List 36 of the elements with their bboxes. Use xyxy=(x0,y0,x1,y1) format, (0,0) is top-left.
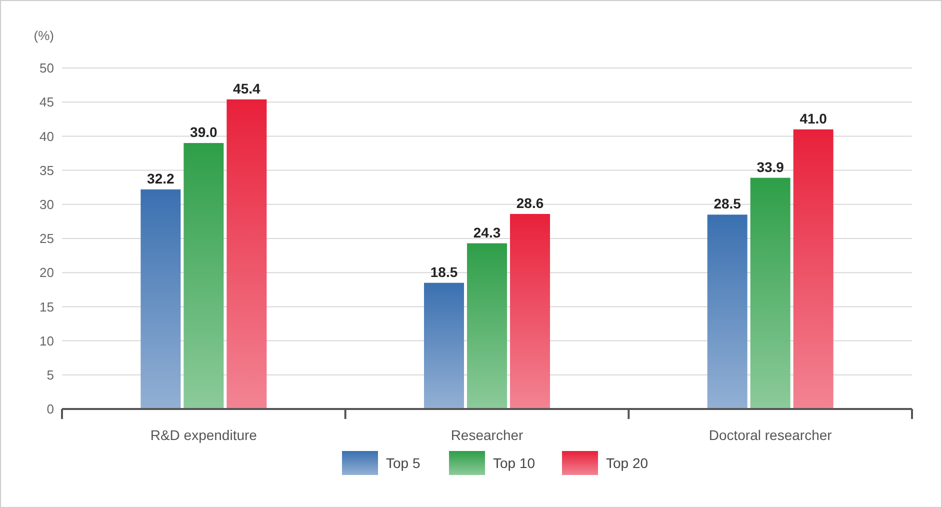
y-axis-title: (%) xyxy=(34,28,54,43)
y-tick-label: 50 xyxy=(40,60,54,76)
data-label: 32.2 xyxy=(147,170,175,186)
x-tick-label: R&D expenditure xyxy=(150,427,258,443)
bar xyxy=(510,214,550,409)
y-tick-label: 15 xyxy=(40,299,54,314)
legend-label: Top 5 xyxy=(386,454,420,471)
bar xyxy=(793,129,834,409)
x-tick-label: Doctoral researcher xyxy=(708,427,832,443)
bar xyxy=(140,189,181,409)
bar xyxy=(424,282,464,409)
y-tick-label: 30 xyxy=(40,196,54,212)
y-tick-label: 20 xyxy=(40,265,54,280)
data-label: 39.0 xyxy=(190,124,218,140)
y-tick-label: 10 xyxy=(40,333,54,348)
bar xyxy=(226,99,267,409)
data-label: 24.3 xyxy=(473,224,501,240)
y-tick-label: 5 xyxy=(46,367,54,382)
bar xyxy=(707,214,748,409)
y-tick-label: 25 xyxy=(40,231,54,246)
data-label: 28.6 xyxy=(516,194,544,211)
data-label: 45.4 xyxy=(233,80,261,96)
bar xyxy=(750,178,790,409)
data-label: 33.9 xyxy=(756,158,784,175)
data-label: 28.5 xyxy=(714,196,742,212)
y-tick-label: 40 xyxy=(40,128,54,144)
y-tick-label: 45 xyxy=(40,94,54,110)
x-tick-label: Researcher xyxy=(450,427,524,443)
y-tick-label: 0 xyxy=(46,402,54,417)
y-tick-label: 35 xyxy=(40,162,54,178)
legend-label: Top 20 xyxy=(606,454,648,471)
legend-label: Top 10 xyxy=(493,454,536,471)
bar xyxy=(467,243,507,409)
data-label: 41.0 xyxy=(800,110,828,126)
data-label: 18.5 xyxy=(430,264,458,280)
bar xyxy=(184,143,224,409)
